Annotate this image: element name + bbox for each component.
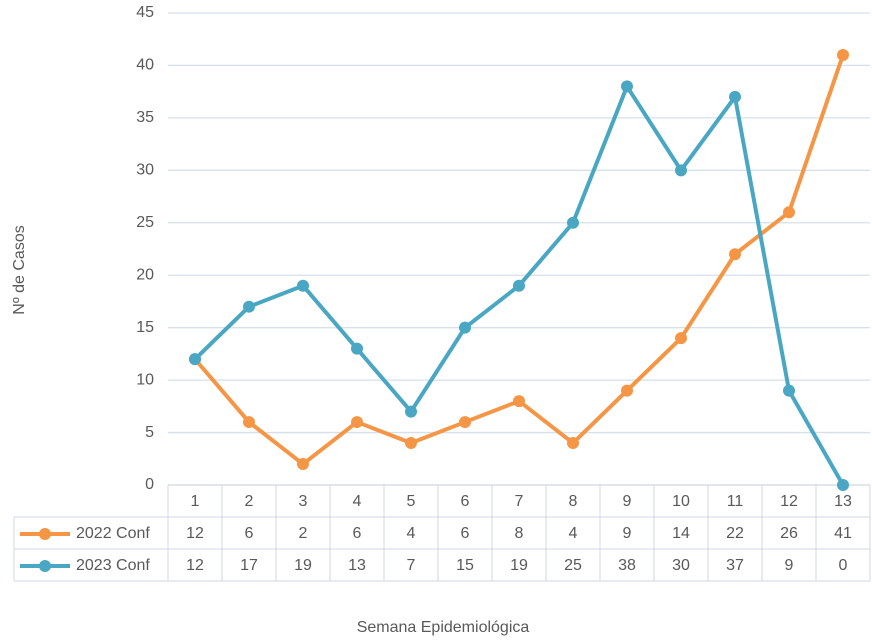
table-value: 13 xyxy=(348,557,366,574)
x-tick-label: 12 xyxy=(780,493,798,510)
marker xyxy=(675,164,687,177)
marker xyxy=(459,416,471,429)
table-value: 15 xyxy=(456,557,474,574)
marker xyxy=(189,353,201,366)
marker xyxy=(621,384,633,397)
table-value: 6 xyxy=(353,525,362,542)
y-tick-label: 45 xyxy=(136,4,154,21)
marker xyxy=(351,416,363,429)
y-tick-label: 35 xyxy=(136,109,154,126)
table-value: 4 xyxy=(569,525,578,542)
x-tick-label: 2 xyxy=(245,493,254,510)
marker xyxy=(729,248,741,261)
marker xyxy=(675,332,687,345)
table-value: 22 xyxy=(726,525,744,542)
marker xyxy=(243,300,255,313)
x-tick-label: 13 xyxy=(834,493,852,510)
marker xyxy=(837,48,849,61)
table-value: 9 xyxy=(623,525,632,542)
table-value: 19 xyxy=(510,557,528,574)
y-tick-label: 25 xyxy=(136,214,154,231)
marker xyxy=(783,206,795,219)
table-value: 12 xyxy=(186,557,204,574)
y-tick-label: 15 xyxy=(136,319,154,336)
x-axis-label: Semana Epidemiológica xyxy=(357,619,530,636)
table-value: 8 xyxy=(515,525,524,542)
table-value: 38 xyxy=(618,557,636,574)
marker xyxy=(351,342,363,355)
y-tick-label: 10 xyxy=(136,371,154,388)
x-tick-label: 5 xyxy=(407,493,416,510)
table-value: 17 xyxy=(240,557,258,574)
marker xyxy=(513,395,525,408)
marker xyxy=(837,479,849,491)
x-tick-label: 4 xyxy=(353,493,362,510)
marker xyxy=(729,90,741,103)
x-tick-label: 6 xyxy=(461,493,470,510)
y-tick-label: 20 xyxy=(136,266,154,283)
x-tick-label: 10 xyxy=(672,493,690,510)
table-value: 30 xyxy=(672,557,690,574)
legend-label: 2022 Conf xyxy=(76,525,150,542)
table-value: 6 xyxy=(245,525,254,542)
marker xyxy=(297,458,309,471)
marker xyxy=(567,437,579,450)
legend-marker xyxy=(39,560,51,572)
table-value: 41 xyxy=(834,525,852,542)
table-value: 12 xyxy=(186,525,204,542)
table-value: 4 xyxy=(407,525,416,542)
y-tick-label: 0 xyxy=(145,476,154,493)
marker xyxy=(405,405,417,418)
table-value: 2 xyxy=(299,525,308,542)
x-tick-label: 1 xyxy=(191,493,200,510)
legend-label: 2023 Conf xyxy=(76,557,150,574)
table-value: 14 xyxy=(672,525,690,542)
table-value: 0 xyxy=(839,557,848,574)
marker xyxy=(297,279,309,292)
x-tick-label: 8 xyxy=(569,493,578,510)
table-value: 6 xyxy=(461,525,470,542)
x-tick-label: 9 xyxy=(623,493,632,510)
marker xyxy=(513,279,525,292)
y-tick-label: 5 xyxy=(145,424,154,441)
table-value: 25 xyxy=(564,557,582,574)
x-tick-label: 7 xyxy=(515,493,524,510)
marker xyxy=(783,384,795,397)
marker xyxy=(405,437,417,450)
marker xyxy=(621,80,633,93)
legend-marker xyxy=(39,528,51,540)
marker xyxy=(567,216,579,229)
marker xyxy=(459,321,471,334)
y-tick-label: 30 xyxy=(136,162,154,179)
y-axis-label: Nº de Casos xyxy=(11,225,28,314)
marker xyxy=(243,416,255,429)
table-value: 26 xyxy=(780,525,798,542)
x-tick-label: 11 xyxy=(727,493,744,510)
table-value: 19 xyxy=(294,557,312,574)
table-value: 37 xyxy=(726,557,744,574)
y-tick-label: 40 xyxy=(136,57,154,74)
table-value: 7 xyxy=(407,557,416,574)
x-tick-label: 3 xyxy=(299,493,308,510)
table-value: 9 xyxy=(785,557,794,574)
